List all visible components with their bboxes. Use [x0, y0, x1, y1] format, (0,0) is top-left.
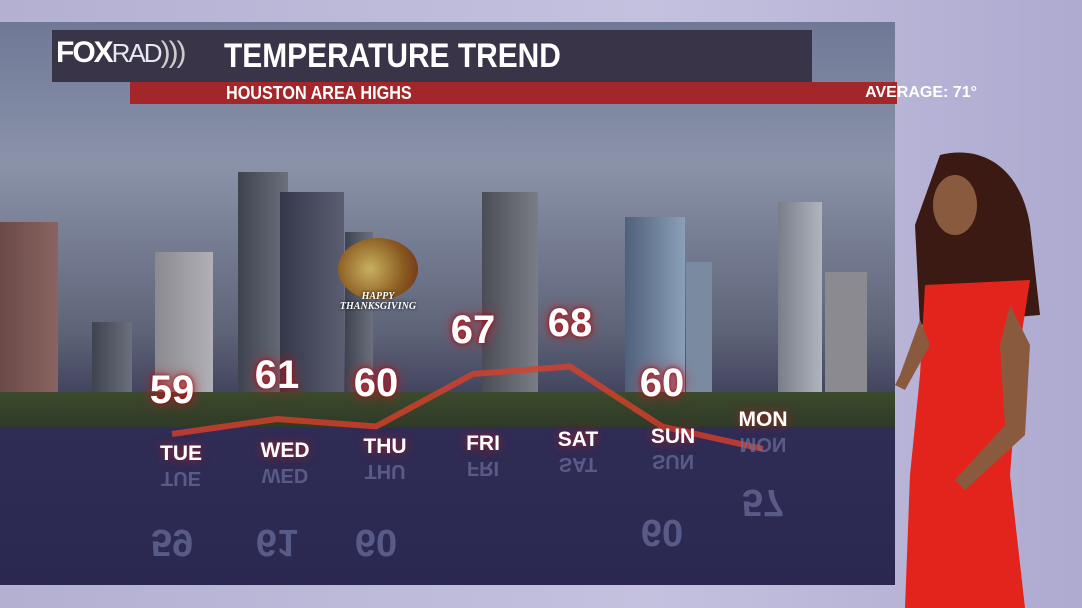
reflective-floor	[0, 427, 895, 585]
day-label: MON	[738, 408, 788, 431]
day-reflection: WED	[261, 463, 309, 486]
temp-reflection: 59	[150, 521, 194, 563]
day-label: THU	[363, 435, 407, 458]
trend-line-path	[171, 363, 764, 452]
page-title: TEMPERATURE TREND	[224, 37, 561, 75]
temp-value: 59	[149, 368, 195, 412]
subtitle-bar	[130, 82, 897, 104]
temp-value: 68	[547, 300, 593, 345]
day-label: TUE	[160, 442, 202, 465]
average-temp: AVERAGE: 71°	[865, 84, 977, 101]
temp-value: 67	[450, 308, 496, 352]
temp-reflection: 57	[741, 481, 785, 523]
badge-line2: THANKSGIVING	[339, 301, 417, 312]
temp-value: 61	[254, 353, 300, 397]
weather-display	[0, 22, 895, 585]
title-bar	[52, 30, 812, 82]
temp-value: 60	[639, 360, 685, 405]
thanksgiving-badge: HAPPY THANKSGIVING	[330, 238, 426, 318]
day-reflection: FRI	[466, 456, 500, 479]
temp-reflection: 60	[354, 521, 398, 563]
day-label: FRI	[466, 431, 500, 455]
badge-line1: HAPPY	[361, 291, 395, 302]
temp-reflection: 61	[255, 521, 299, 563]
subtitle: HOUSTON AREA HIGHS	[226, 83, 412, 103]
day-label: SUN	[650, 424, 696, 448]
day-reflection: MON	[739, 433, 787, 455]
day-label: WED	[260, 438, 310, 462]
temp-reflection: 60	[640, 511, 684, 553]
day-label: SAT	[557, 428, 599, 451]
day-reflection: THU	[364, 460, 406, 482]
day-reflection: SAT	[558, 453, 598, 475]
logo-fox: FOX	[56, 36, 114, 69]
meteorologist	[895, 152, 1040, 608]
trend-line	[171, 363, 764, 452]
foxrad-logo: FOXRAD)))	[56, 36, 187, 69]
day-reflection: TUE	[161, 467, 201, 489]
cornucopia-icon	[338, 238, 418, 300]
day-reflection: SUN	[651, 449, 695, 472]
logo-rad: RAD	[111, 38, 163, 68]
temp-value: 60	[353, 360, 399, 405]
